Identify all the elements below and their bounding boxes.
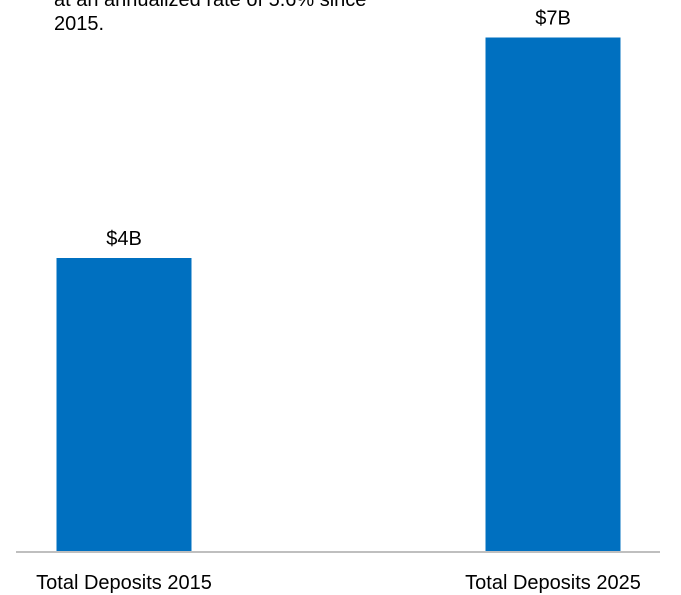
chart-annotation: at an annualized rate of 5.6% since 2015… bbox=[54, 0, 474, 36]
value-label-1: $4B bbox=[106, 228, 142, 250]
value-labels-group: $4B $7B bbox=[106, 8, 571, 251]
category-label-2: Total Deposits 2025 bbox=[465, 572, 641, 594]
category-label-1: Total Deposits 2015 bbox=[36, 572, 212, 594]
annotation-line-1: at an annualized rate of 5.6% since bbox=[54, 0, 367, 11]
value-label-2: $7B bbox=[535, 8, 571, 30]
bar-2 bbox=[485, 37, 621, 552]
category-labels-group: Total Deposits 2015 Total Deposits 2025 bbox=[36, 572, 641, 594]
bars-group bbox=[56, 37, 621, 552]
annotation-line-2: 2015. bbox=[54, 13, 105, 35]
bar-1 bbox=[56, 258, 192, 552]
